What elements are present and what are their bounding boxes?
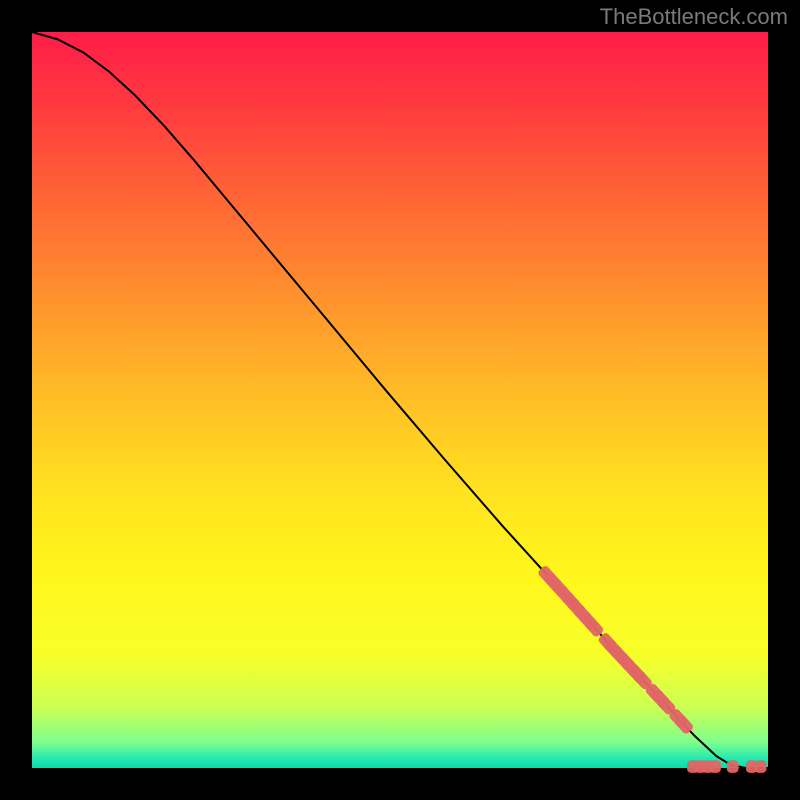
curve-marker xyxy=(709,760,721,773)
curve-marker xyxy=(727,760,739,773)
curve-marker xyxy=(755,760,767,773)
plot-background xyxy=(32,32,768,768)
watermark-text: TheBottleneck.com xyxy=(600,4,788,30)
bottleneck-chart xyxy=(0,0,800,800)
